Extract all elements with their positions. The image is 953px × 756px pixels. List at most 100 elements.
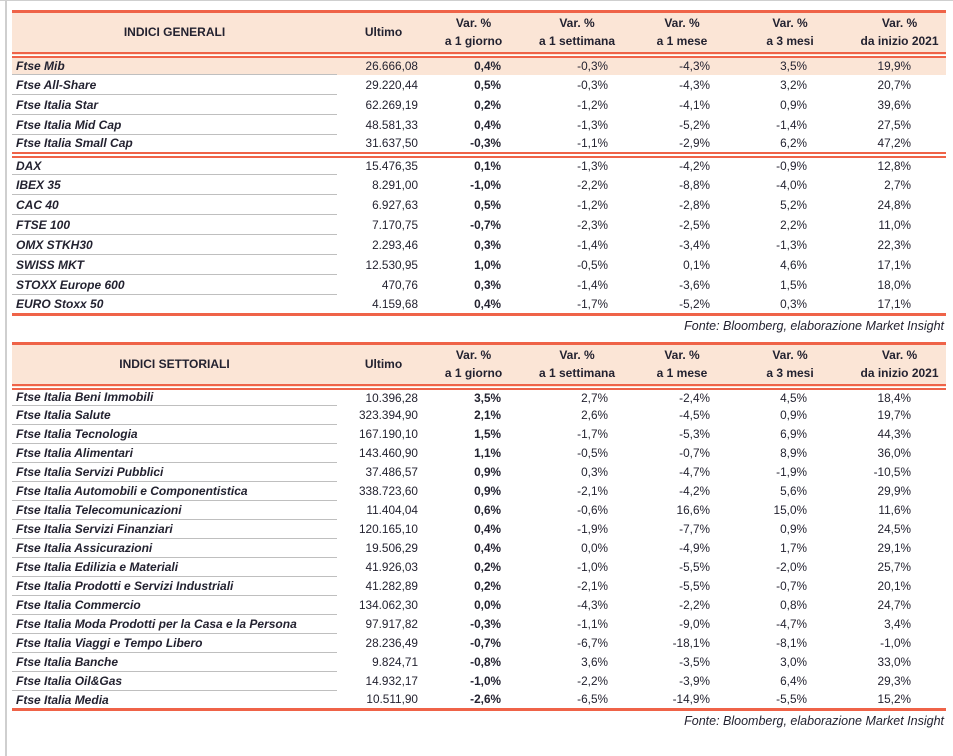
report-content: INDICI GENERALI Ultimo Var. % a 1 giorno Var… (12, 10, 946, 731)
value-cell: -0,9% (776, 159, 807, 173)
value-cell: -2,2% (577, 674, 608, 688)
table-row: Ftse Mib 26.666,08 0,4% -0,3% -4,3% 3,5% 19,9% (12, 54, 946, 75)
var-percent-label: Var. % (559, 348, 595, 363)
value-cell: -5,2% (679, 296, 710, 311)
value-cell: -2,5% (679, 217, 710, 232)
value-cell: 10.511,90 (366, 692, 418, 707)
value-cell: 3,6% (581, 655, 608, 669)
value-cell: 6,2% (780, 136, 807, 150)
value-cell: 1,5% (780, 277, 807, 292)
value-cell: -6,5% (577, 692, 608, 707)
value-cell: 1,5% (474, 427, 501, 441)
value-cell: 0,0% (581, 541, 608, 555)
index-name: IBEX 35 (12, 174, 337, 195)
value-cell: 28.236,49 (365, 636, 418, 650)
value-cell: 0,8% (780, 598, 807, 612)
value-cell: -3,6% (679, 277, 710, 292)
index-name: Ftse Italia Moda Prodotti per la Casa e … (12, 614, 337, 634)
value-cell: 0,5% (474, 77, 501, 92)
value-cell: -10,5% (873, 465, 911, 479)
var-percent-label: Var. % (772, 348, 808, 363)
value-cell: 29,3% (877, 674, 911, 688)
source-note: Fonte: Bloomberg, elaborazione Market In… (684, 319, 944, 333)
value-cell: 0,4% (430, 54, 517, 75)
table-row: Ftse Italia Media 10.511,90 -2,6% -6,5% -14,… (12, 691, 946, 710)
value-cell: -2,1% (577, 579, 608, 593)
value-cell: -5,2% (679, 117, 710, 132)
table-row: Ftse Italia Alimentari 143.460,90 1,1% -0,5… (12, 443, 946, 463)
var-period-label: a 1 settimana (538, 366, 616, 381)
value-cell: -4,9% (679, 541, 710, 555)
value-cell: 0,4% (474, 117, 501, 132)
table-section: DAX 15.476,35 0,1% -1,3% -4,2% -0,9% 12,8% IBEX… (12, 154, 946, 315)
index-name: Ftse Italia Salute (12, 405, 337, 425)
table-row: DAX 15.476,35 0,1% -1,3% -4,2% -0,9% 12,8% (12, 154, 946, 175)
value-cell: -1,4% (577, 237, 608, 252)
value-cell: -2,3% (577, 217, 608, 232)
value-cell: 47,2% (877, 136, 911, 150)
value-cell: 3,5% (727, 54, 853, 75)
value-cell: -1,7% (577, 296, 608, 311)
column-header-var-1: Var. % a 1 giorno (430, 11, 517, 58)
index-name: Ftse Italia Oil&Gas (12, 671, 337, 691)
index-name: SWISS MKT (12, 254, 337, 275)
indici-settoriali-table: INDICI SETTORIALI Ultimo Var. % a 1 giorno V… (12, 342, 946, 711)
value-cell: -1,2% (577, 97, 608, 112)
table-title: INDICI SETTORIALI (12, 343, 337, 390)
value-cell: 1,7% (780, 541, 807, 555)
value-cell: 20,1% (877, 579, 911, 593)
value-cell: -3,4% (679, 237, 710, 252)
value-cell: 0,0% (474, 598, 501, 612)
value-cell: 0,5% (474, 197, 501, 212)
value-cell: -1,3% (577, 159, 608, 173)
value-cell: -9,0% (679, 617, 710, 631)
value-cell: -2,2% (679, 598, 710, 612)
value-cell: 97.917,82 (365, 617, 418, 631)
value-cell: 3,0% (780, 655, 807, 669)
value-cell: 44,3% (877, 427, 911, 441)
index-name: Ftse Italia Media (16, 692, 109, 707)
value-cell: 338.723,60 (358, 484, 418, 498)
value-cell: 36,0% (877, 446, 911, 460)
value-cell: -2,8% (679, 197, 710, 212)
index-name: Ftse Mib (12, 54, 337, 75)
table-row: Ftse Italia Commercio 134.062,30 0,0% -4,3%… (12, 595, 946, 615)
value-cell: 8,9% (780, 446, 807, 460)
value-cell: -0,8% (470, 655, 501, 669)
source-note: Fonte: Bloomberg, elaborazione Market In… (684, 714, 944, 728)
var-period-label: da inizio 2021 (860, 34, 939, 49)
value-cell: 22,3% (877, 237, 911, 252)
index-name: Ftse Italia Automobili e Componentistica (12, 481, 337, 501)
table-row: SWISS MKT 12.530,95 1,0% -0,5% 0,1% 4,6% 17,1% (12, 254, 946, 275)
column-header-var-2: Var. % a 1 settimana (517, 11, 637, 58)
value-cell: 10.396,28 (365, 390, 418, 405)
value-cell: 0,4% (474, 522, 501, 536)
value-cell: -2,6% (470, 692, 501, 707)
column-header-var-4: Var. % a 3 mesi (727, 343, 853, 390)
value-cell: 2,1% (474, 408, 501, 422)
index-name: Ftse Italia Small Cap (16, 136, 133, 151)
index-name: Ftse Italia Prodotti e Servizi Industria… (12, 576, 337, 596)
value-cell: 0,2% (474, 97, 501, 112)
value-cell: 0,1% (683, 257, 710, 272)
table-row: Ftse Italia Small Cap 31.637,50 -0,3% -1,1%… (12, 135, 946, 155)
value-cell: 0,4% (474, 296, 501, 311)
value-cell: 8.291,00 (372, 177, 418, 192)
value-cell: -8,1% (776, 636, 807, 650)
value-cell: -4,5% (679, 408, 710, 422)
var-period-label: a 1 settimana (538, 34, 616, 49)
table-section: Ftse Mib 26.666,08 0,4% -0,3% -4,3% 3,5% 19,9%… (12, 54, 946, 155)
value-cell: -0,7% (470, 217, 501, 232)
value-cell: -1,4% (577, 277, 608, 292)
value-cell: 0,9% (474, 484, 501, 498)
index-name: Ftse Italia Telecomunicazioni (12, 500, 337, 520)
value-cell: -4,2% (679, 159, 710, 173)
value-cell: -1,0% (470, 177, 501, 192)
column-header-ultimo: Ultimo (337, 11, 430, 58)
value-cell: 470,76 (381, 277, 418, 292)
value-cell: 37.486,57 (365, 465, 418, 479)
table-row: Ftse Italia Beni Immobili 10.396,28 3,5% 2,… (12, 386, 946, 406)
value-cell: -1,0% (577, 560, 608, 574)
value-cell: 11,0% (878, 217, 911, 232)
value-cell: 12,8% (877, 159, 911, 173)
